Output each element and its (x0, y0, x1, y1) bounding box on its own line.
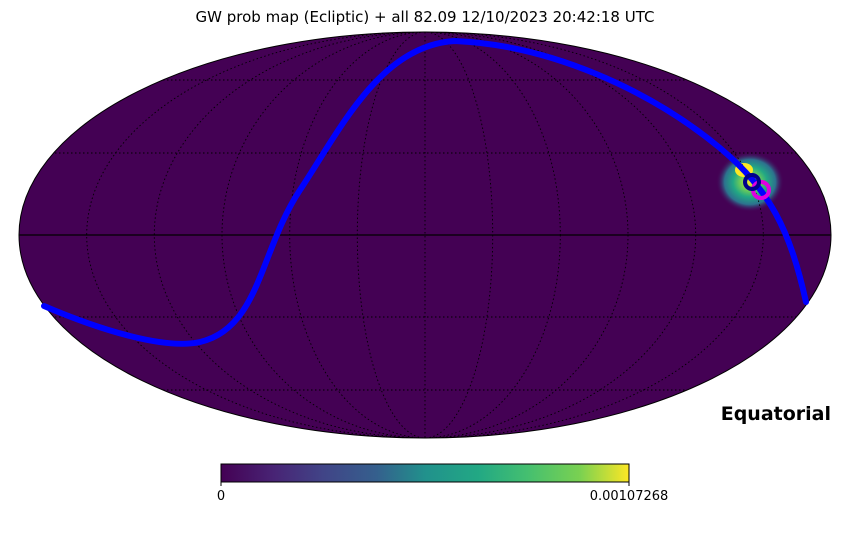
galactic-plane-track (41, 37, 809, 347)
blue-marker (743, 173, 761, 191)
colorbar-max-label: 0.00107268 (590, 489, 669, 504)
frame-label: Equatorial (721, 403, 831, 425)
probability-hotspot (716, 152, 784, 212)
colorbar (220, 463, 630, 483)
sky-map (19, 32, 831, 438)
plot-title: GW prob map (Ecliptic) + all 82.09 12/10… (196, 8, 655, 26)
colorbar-min-label: 0 (217, 489, 225, 504)
sky-outline (18, 31, 832, 439)
